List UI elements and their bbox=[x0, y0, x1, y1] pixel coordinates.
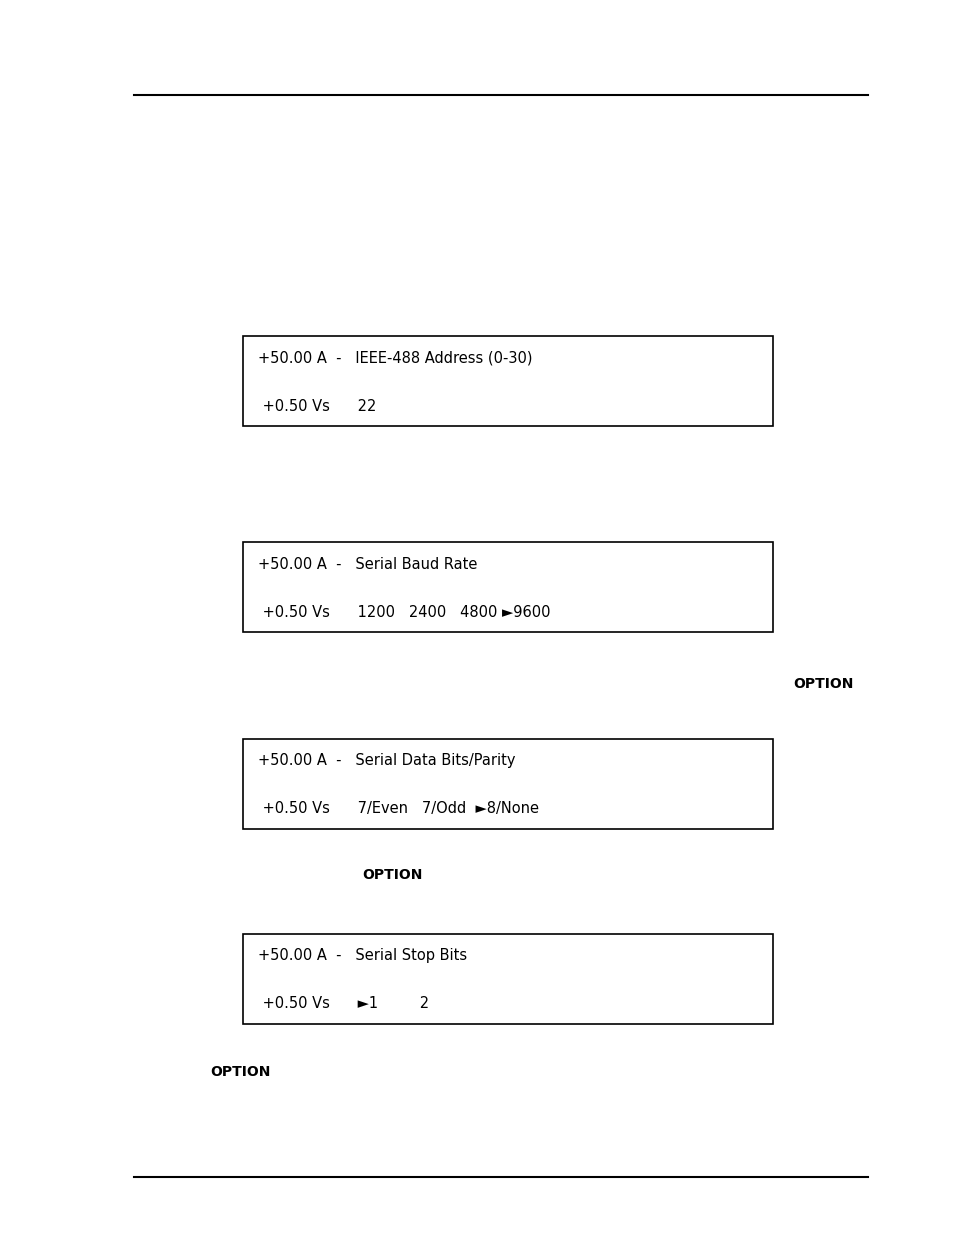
Text: +50.00 A  -   Serial Baud Rate: +50.00 A - Serial Baud Rate bbox=[257, 557, 476, 572]
Bar bbox=[243, 542, 772, 632]
Text: OPTION: OPTION bbox=[793, 677, 853, 690]
Text: +0.50 Vs      7/Even   7/Odd  ►8/None: +0.50 Vs 7/Even 7/Odd ►8/None bbox=[257, 802, 538, 816]
Bar bbox=[243, 934, 772, 1024]
Text: +50.00 A  -   Serial Stop Bits: +50.00 A - Serial Stop Bits bbox=[257, 948, 466, 963]
Text: OPTION: OPTION bbox=[210, 1065, 270, 1078]
Text: +0.50 Vs      ►1         2: +0.50 Vs ►1 2 bbox=[257, 997, 428, 1011]
Text: +50.00 A  -   Serial Data Bits/Parity: +50.00 A - Serial Data Bits/Parity bbox=[257, 753, 515, 768]
Text: OPTION: OPTION bbox=[362, 868, 422, 882]
Bar bbox=[243, 739, 772, 829]
Bar bbox=[243, 336, 772, 426]
Text: +50.00 A  -   IEEE-488 Address (0-30): +50.00 A - IEEE-488 Address (0-30) bbox=[257, 351, 532, 366]
Text: +0.50 Vs      1200   2400   4800 ►9600: +0.50 Vs 1200 2400 4800 ►9600 bbox=[257, 605, 550, 620]
Text: +0.50 Vs      22: +0.50 Vs 22 bbox=[257, 399, 375, 414]
